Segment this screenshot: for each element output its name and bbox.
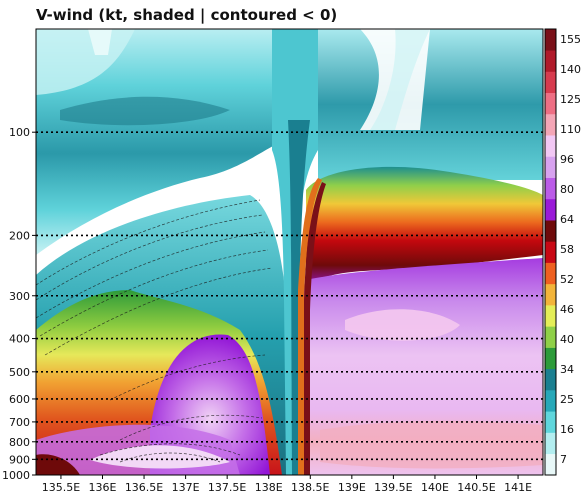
upper-jet-west — [36, 29, 285, 255]
colorbar-swatch — [545, 198, 556, 221]
colorbar-frame — [544, 28, 557, 476]
colorbar-swatch — [545, 432, 556, 455]
x-tick-label: 141E — [504, 481, 532, 494]
colorbar-swatch — [545, 177, 556, 200]
x-tick-label: 137.5E — [208, 481, 246, 494]
colorbar-swatch — [545, 50, 556, 72]
colorbar-label: 125 — [560, 93, 581, 106]
y-tick-label: 800 — [9, 436, 30, 449]
colorbar-label: 52 — [560, 273, 574, 286]
x-tick-label: 139.5E — [374, 481, 412, 494]
colorbar-label: 25 — [560, 393, 574, 406]
x-tick-label: 140E — [421, 481, 449, 494]
negative-contours — [36, 199, 273, 463]
colorbar-swatch — [545, 390, 556, 412]
colorbar-label: 64 — [560, 213, 574, 226]
colorbar-swatch — [545, 113, 556, 136]
colorbar-swatch — [545, 305, 556, 327]
colorbar-swatch — [545, 29, 556, 51]
colorbar-label: 155 — [560, 33, 581, 46]
y-tick-label: 400 — [9, 333, 30, 346]
x-tick-label: 137E — [172, 481, 200, 494]
x-axis: 135.5E 136E 136.5E 137E 137.5E 138E 138.5E 139E… — [42, 475, 532, 494]
plot-frame — [35, 28, 544, 476]
colorbar-swatch — [545, 71, 556, 94]
x-tick-label: 138E — [255, 481, 283, 494]
colorbar-swatch — [545, 326, 556, 348]
colorbar-label: 34 — [560, 363, 574, 376]
y-tick-label: 300 — [9, 290, 30, 303]
colorbar-swatch — [545, 453, 556, 476]
colorbar-label: 40 — [560, 333, 574, 346]
colorbar-label: 7 — [560, 453, 567, 466]
y-tick-label: 500 — [9, 366, 30, 379]
y-tick-label: 100 — [9, 126, 30, 139]
colorbar-swatch — [545, 411, 556, 433]
colorbar-swatch — [545, 368, 556, 391]
plot-area — [36, 29, 543, 475]
colorbar-label: 140 — [560, 63, 581, 76]
y-tick-label: 200 — [9, 229, 30, 242]
x-tick-label: 136.5E — [125, 481, 163, 494]
positive-region-east — [300, 258, 543, 475]
colorbar: 155 140 125 110 96 80 64 58 52 46 40 34 25 16 7 — [544, 28, 581, 476]
colorbar-swatch — [545, 347, 556, 370]
x-tick-label: 139E — [338, 481, 366, 494]
colorbar-swatch — [545, 156, 556, 178]
colorbar-swatch — [545, 241, 556, 263]
jet-core-east — [306, 166, 543, 290]
colorbar-label: 110 — [560, 123, 581, 136]
y-axis: 100 200 300 400 500 600 700 800 900 1000 — [2, 126, 36, 482]
colorbar-label: 58 — [560, 243, 574, 256]
y-tick-label: 600 — [9, 393, 30, 406]
x-tick-label: 136E — [89, 481, 117, 494]
colorbar-swatch — [545, 283, 556, 306]
colorbar-swatch — [545, 262, 556, 285]
colorbar-swatch — [545, 135, 556, 157]
colorbar-swatch — [545, 92, 556, 115]
x-tick-label: 135.5E — [42, 481, 80, 494]
y-tick-label: 900 — [9, 453, 30, 466]
chart-title: V-wind (kt, shaded | contoured < 0) — [36, 6, 337, 25]
y-tick-label: 1000 — [2, 469, 30, 482]
x-tick-label: 140.5E — [457, 481, 495, 494]
y-tick-label: 700 — [9, 416, 30, 429]
x-tick-label: 138.5E — [291, 481, 329, 494]
colorbar-label: 16 — [560, 423, 574, 436]
upper-jet-east — [318, 29, 543, 180]
colorbar-swatch — [545, 220, 556, 242]
colorbar-label: 80 — [560, 183, 574, 196]
colorbar-label: 46 — [560, 303, 574, 316]
colorbar-label: 96 — [560, 153, 574, 166]
